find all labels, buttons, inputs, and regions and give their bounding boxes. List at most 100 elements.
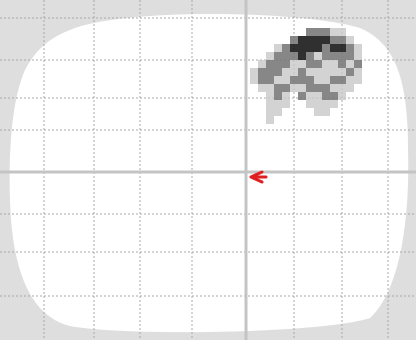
activation-voxel [322,100,330,108]
activation-voxel [338,92,346,100]
activation-voxel [314,92,322,100]
activation-voxel [330,84,338,92]
activation-voxel [322,76,330,84]
activation-voxel [346,44,354,52]
activation-voxel [250,76,258,84]
activation-voxel [290,44,298,52]
activation-voxel [346,84,354,92]
activation-voxel [314,44,322,52]
activation-voxel [306,28,314,36]
activation-voxel [330,100,338,108]
activation-voxel [338,60,346,68]
activation-voxel [282,52,290,60]
activation-voxel [322,60,330,68]
activation-voxel [282,76,290,84]
activation-voxel [354,44,362,52]
activation-voxel [266,52,274,60]
activation-voxel [290,60,298,68]
activation-voxel [306,60,314,68]
activation-voxel [258,68,266,76]
activation-voxel [330,52,338,60]
activation-voxel [298,84,306,92]
activation-voxel [330,36,338,44]
activation-voxel [314,36,322,44]
activation-voxel [258,84,266,92]
activation-voxel [266,68,274,76]
activation-voxel [306,76,314,84]
activation-voxel [306,36,314,44]
activation-voxel [266,92,274,100]
activation-voxel [290,52,298,60]
activation-voxel [314,84,322,92]
activation-voxel [330,60,338,68]
activation-voxel [346,76,354,84]
activation-voxel [274,84,282,92]
activation-voxel [346,52,354,60]
activation-voxel [282,100,290,108]
activation-voxel [330,44,338,52]
activation-voxel [330,76,338,84]
activation-voxel [338,84,346,92]
activation-voxel [322,92,330,100]
activation-voxel [314,108,322,116]
activation-voxel [338,44,346,52]
activation-voxel [322,68,330,76]
activation-voxel [266,100,274,108]
activation-voxel [346,60,354,68]
activation-voxel [354,52,362,60]
activation-voxel [306,92,314,100]
activation-voxel [274,68,282,76]
activation-voxel [290,36,298,44]
activation-voxel [322,108,330,116]
activation-voxel [274,108,282,116]
activation-voxel [266,108,274,116]
activation-voxel [282,44,290,52]
activation-voxel [274,52,282,60]
activation-voxel [354,68,362,76]
activation-voxel [282,92,290,100]
activation-voxel [314,28,322,36]
activation-voxel [346,68,354,76]
activation-voxel [314,60,322,68]
activation-voxel [274,76,282,84]
activation-voxel [338,28,346,36]
activation-voxel [330,28,338,36]
activation-voxel [306,52,314,60]
activation-voxel [298,60,306,68]
activation-voxel [258,60,266,68]
activation-voxel [322,44,330,52]
activation-voxel [274,60,282,68]
activation-voxel [314,52,322,60]
activation-voxel [274,44,282,52]
activation-voxel [306,68,314,76]
activation-voxel [354,76,362,84]
activation-voxel [290,68,298,76]
activation-voxel [282,60,290,68]
activation-voxel [282,68,290,76]
activation-voxel [306,84,314,92]
activation-voxel [298,52,306,60]
activation-voxel [338,52,346,60]
activation-voxel [330,68,338,76]
activation-voxel [290,76,298,84]
activation-voxel [322,28,330,36]
activation-voxel [298,44,306,52]
activation-voxel [314,100,322,108]
activation-cluster [250,28,362,124]
activation-voxel [250,68,258,76]
activation-voxel [274,92,282,100]
activation-voxel [266,84,274,92]
activation-voxel [298,92,306,100]
activation-voxel [306,44,314,52]
activation-voxel [298,68,306,76]
activation-voxel [298,36,306,44]
red-arrow-cursor-icon[interactable] [249,170,268,184]
activation-voxel [266,60,274,68]
activation-voxel [338,68,346,76]
activation-voxel [282,84,290,92]
activation-voxel [338,36,346,44]
activation-voxel [354,60,362,68]
